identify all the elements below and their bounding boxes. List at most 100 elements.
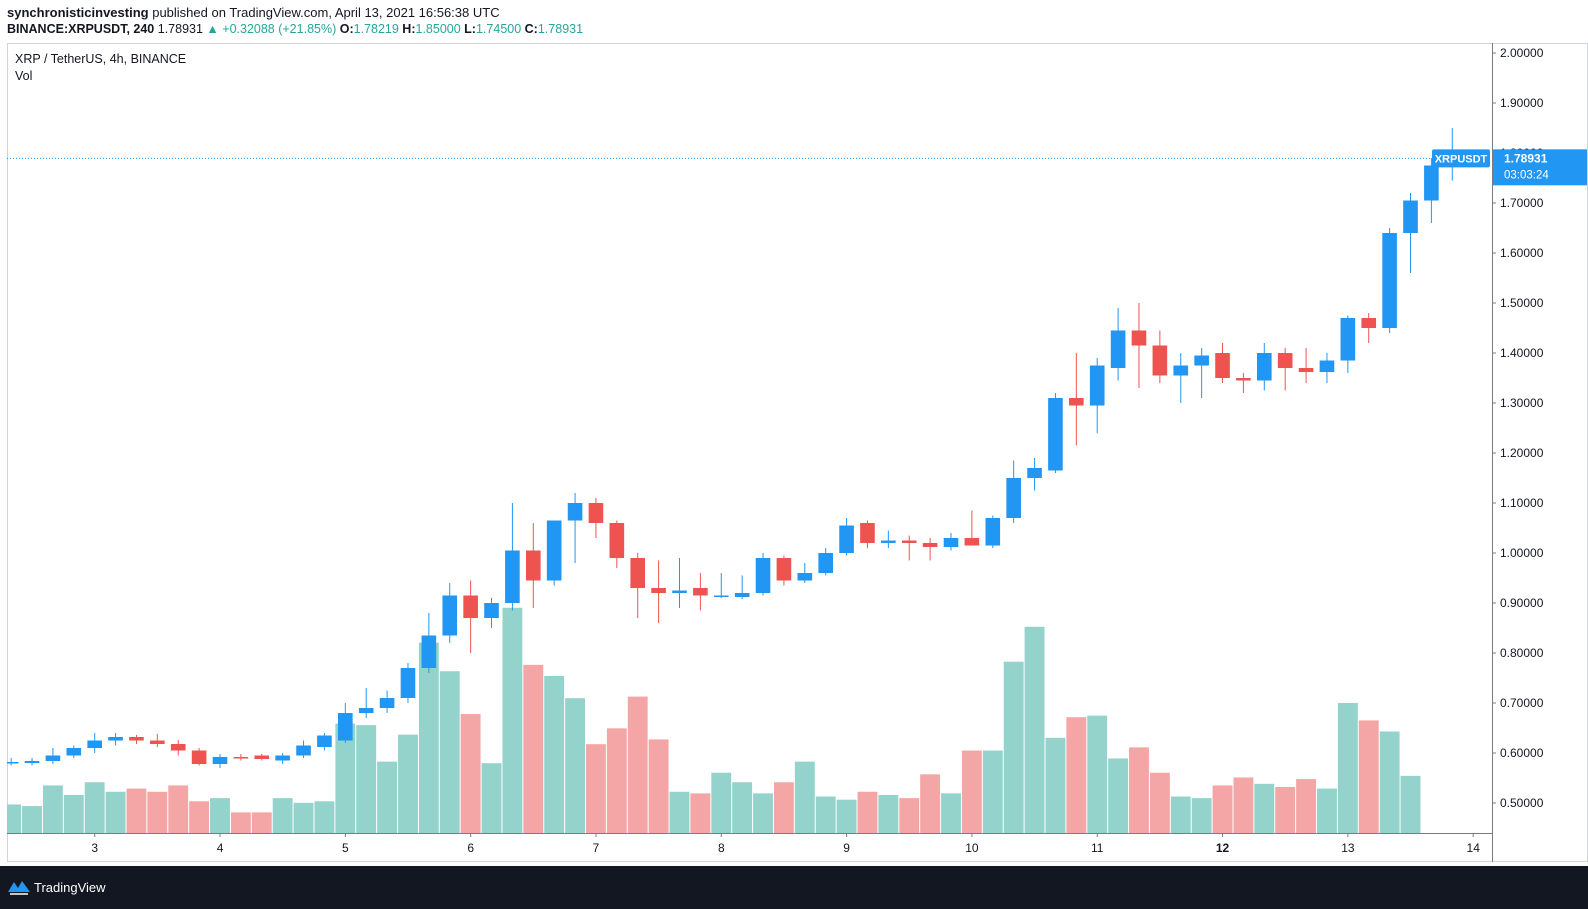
chart-area[interactable]: 0.50000 0.60000 0.70000 0.80000 0.90000 1.000… bbox=[7, 43, 1588, 862]
candle-body[interactable] bbox=[630, 558, 646, 588]
candle-body[interactable] bbox=[818, 553, 834, 573]
high-label: H: bbox=[402, 22, 416, 36]
candle-body[interactable] bbox=[1319, 360, 1335, 373]
candle-body[interactable] bbox=[7, 762, 19, 764]
candle-body[interactable] bbox=[776, 558, 792, 581]
candle-body[interactable] bbox=[1194, 355, 1209, 366]
candle-body[interactable] bbox=[400, 668, 416, 698]
candle-body[interactable] bbox=[233, 757, 249, 759]
candle-body[interactable] bbox=[338, 713, 353, 741]
chart-canvas[interactable]: 0.50000 0.60000 0.70000 0.80000 0.90000 1.000… bbox=[7, 43, 1588, 862]
time-tick-label: 8 bbox=[718, 841, 725, 855]
candle-body[interactable] bbox=[1340, 318, 1356, 361]
candle-body[interactable] bbox=[1298, 368, 1314, 372]
candle-body[interactable] bbox=[87, 740, 102, 749]
candle-body[interactable] bbox=[1215, 353, 1230, 378]
volume-bar bbox=[565, 698, 586, 833]
volume-bar bbox=[7, 804, 22, 833]
candle-body[interactable] bbox=[922, 543, 938, 547]
candle-body[interactable] bbox=[66, 748, 82, 756]
time-tick-label: 10 bbox=[965, 841, 979, 855]
volume-bar bbox=[398, 734, 418, 833]
candle-body[interactable] bbox=[379, 698, 395, 708]
candle-body[interactable] bbox=[713, 595, 729, 598]
candle-body[interactable] bbox=[693, 588, 708, 596]
candle-body[interactable] bbox=[1236, 378, 1251, 381]
candle-body[interactable] bbox=[129, 737, 144, 741]
candle-body[interactable] bbox=[1277, 353, 1293, 368]
candle-body[interactable] bbox=[1152, 345, 1168, 376]
candle-body[interactable] bbox=[797, 573, 813, 581]
candle-body[interactable] bbox=[755, 558, 771, 593]
candle-body[interactable] bbox=[567, 503, 583, 521]
candle-body[interactable] bbox=[525, 550, 541, 581]
candle-body[interactable] bbox=[150, 740, 165, 745]
candle-body[interactable] bbox=[24, 761, 40, 763]
volume-bar bbox=[22, 806, 42, 833]
candle-body[interactable] bbox=[1089, 365, 1105, 406]
volume-bar bbox=[314, 801, 335, 833]
candle-body[interactable] bbox=[839, 525, 854, 554]
candle-body[interactable] bbox=[672, 590, 687, 594]
candle-body[interactable] bbox=[985, 518, 1001, 546]
candle-body[interactable] bbox=[860, 523, 875, 543]
open-label: O: bbox=[339, 22, 354, 36]
publish-line: synchronisticinvesting published on Trad… bbox=[7, 5, 500, 20]
candle-body[interactable] bbox=[1361, 318, 1377, 328]
candle-body[interactable] bbox=[463, 595, 478, 619]
candle-body[interactable] bbox=[588, 503, 604, 523]
candle-body[interactable] bbox=[1027, 468, 1042, 478]
chart-legend-title: XRP / TetherUS, 4h, BINANCE bbox=[15, 52, 187, 66]
candle-body[interactable] bbox=[170, 744, 186, 751]
candle-body[interactable] bbox=[358, 708, 374, 713]
candle-body[interactable] bbox=[734, 593, 750, 597]
candle-body[interactable] bbox=[964, 538, 980, 546]
price-tick-label: 0.50000 bbox=[1500, 796, 1544, 810]
candle-body[interactable] bbox=[881, 540, 896, 544]
candle-body[interactable] bbox=[317, 735, 332, 748]
volume-bar bbox=[84, 782, 105, 833]
volume-bar bbox=[899, 798, 920, 833]
candle-body[interactable] bbox=[546, 520, 562, 581]
candle-body[interactable] bbox=[1256, 353, 1272, 381]
volume-bar bbox=[335, 723, 356, 833]
candle-body[interactable] bbox=[1424, 165, 1439, 201]
candle-body[interactable] bbox=[1131, 330, 1147, 346]
candle-body[interactable] bbox=[45, 755, 61, 762]
candle-body[interactable] bbox=[191, 750, 207, 765]
candle-body[interactable] bbox=[1006, 478, 1021, 518]
volume-bar bbox=[481, 763, 502, 833]
candle-body[interactable] bbox=[296, 745, 311, 756]
volume-bar bbox=[627, 696, 648, 833]
tradingview-brand[interactable]: TradingView bbox=[34, 880, 106, 895]
candle-body[interactable] bbox=[505, 550, 520, 604]
author-name[interactable]: synchronisticinvesting bbox=[7, 5, 149, 20]
candle-body[interactable] bbox=[1069, 398, 1084, 406]
candle-body[interactable] bbox=[901, 540, 917, 544]
candle-body[interactable] bbox=[1110, 330, 1126, 369]
volume-bar bbox=[1212, 785, 1233, 833]
candle-body[interactable] bbox=[609, 523, 625, 558]
open-value: 1.78219 bbox=[353, 22, 399, 36]
candle-body[interactable] bbox=[275, 755, 290, 761]
candle-body[interactable] bbox=[484, 603, 499, 618]
volume-bar bbox=[544, 675, 565, 833]
candle-body[interactable] bbox=[108, 737, 123, 741]
candle-body[interactable] bbox=[442, 595, 458, 636]
low-label: L: bbox=[464, 22, 476, 36]
candle-body[interactable] bbox=[1048, 398, 1063, 471]
time-tick-label: 7 bbox=[593, 841, 600, 855]
candle-body[interactable] bbox=[651, 588, 666, 593]
volume-bar bbox=[147, 791, 168, 833]
tradingview-logo-icon[interactable] bbox=[7, 878, 31, 901]
volume-bar bbox=[878, 794, 899, 833]
volume-legend: Vol bbox=[15, 69, 33, 83]
candle-body[interactable] bbox=[1382, 233, 1397, 328]
candle-body[interactable] bbox=[212, 757, 228, 764]
candle-body[interactable] bbox=[254, 755, 270, 760]
candle-body[interactable] bbox=[1403, 200, 1418, 234]
candle-body[interactable] bbox=[1173, 365, 1189, 376]
candle-body[interactable] bbox=[943, 538, 959, 547]
volume-bar bbox=[1358, 720, 1379, 833]
candle-body[interactable] bbox=[421, 635, 437, 669]
